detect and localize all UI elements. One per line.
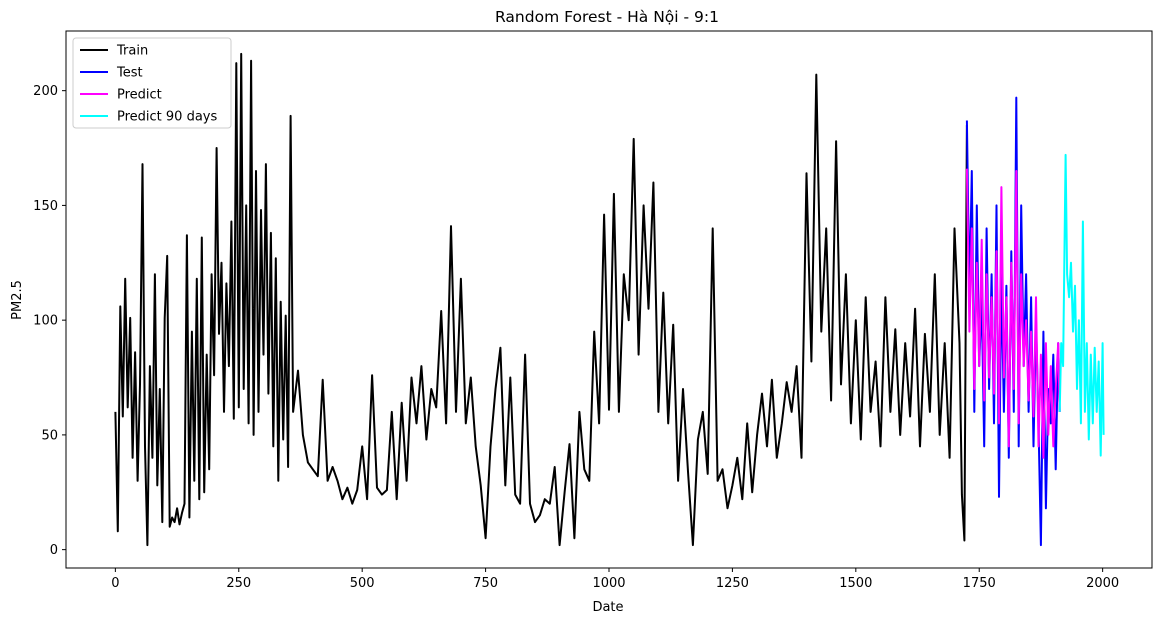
legend-box [72, 37, 232, 129]
x-axis: 0 250 500 750 1000 1250 1500 1750 2000 [111, 568, 1119, 591]
x-tick-label: 500 [350, 576, 375, 591]
x-tick-label: 1250 [716, 576, 749, 591]
series-line-predict-90-days [1058, 153, 1105, 457]
legend: Train Test Predict Predict 90 days [72, 37, 232, 129]
legend-label: Test [116, 66, 143, 81]
y-tick-label: 0 [50, 543, 58, 558]
y-tick-label: 100 [33, 314, 58, 329]
y-tick-label: 150 [33, 199, 58, 214]
y-tick-label: 50 [41, 428, 58, 443]
y-axis: 0 50 100 150 200 [33, 84, 66, 558]
legend-label: Train [116, 44, 148, 59]
x-tick-label: 1000 [592, 576, 625, 591]
plot-area [114, 52, 1105, 547]
legend-label: Predict [117, 88, 162, 103]
y-tick-label: 200 [33, 84, 58, 99]
series-line-train [114, 52, 968, 547]
series-line-predict [965, 168, 1061, 459]
x-tick-label: 0 [111, 576, 119, 591]
chart-title: Random Forest - Hà Nội - 9:1 [495, 8, 719, 26]
legend-label: Predict 90 days [117, 110, 217, 125]
x-tick-label: 2000 [1086, 576, 1119, 591]
x-tick-label: 750 [473, 576, 498, 591]
y-axis-label: PM2.5 [10, 280, 25, 320]
x-tick-label: 1750 [963, 576, 996, 591]
x-tick-label: 250 [226, 576, 251, 591]
x-axis-label: Date [592, 600, 623, 615]
x-tick-label: 1500 [839, 576, 872, 591]
